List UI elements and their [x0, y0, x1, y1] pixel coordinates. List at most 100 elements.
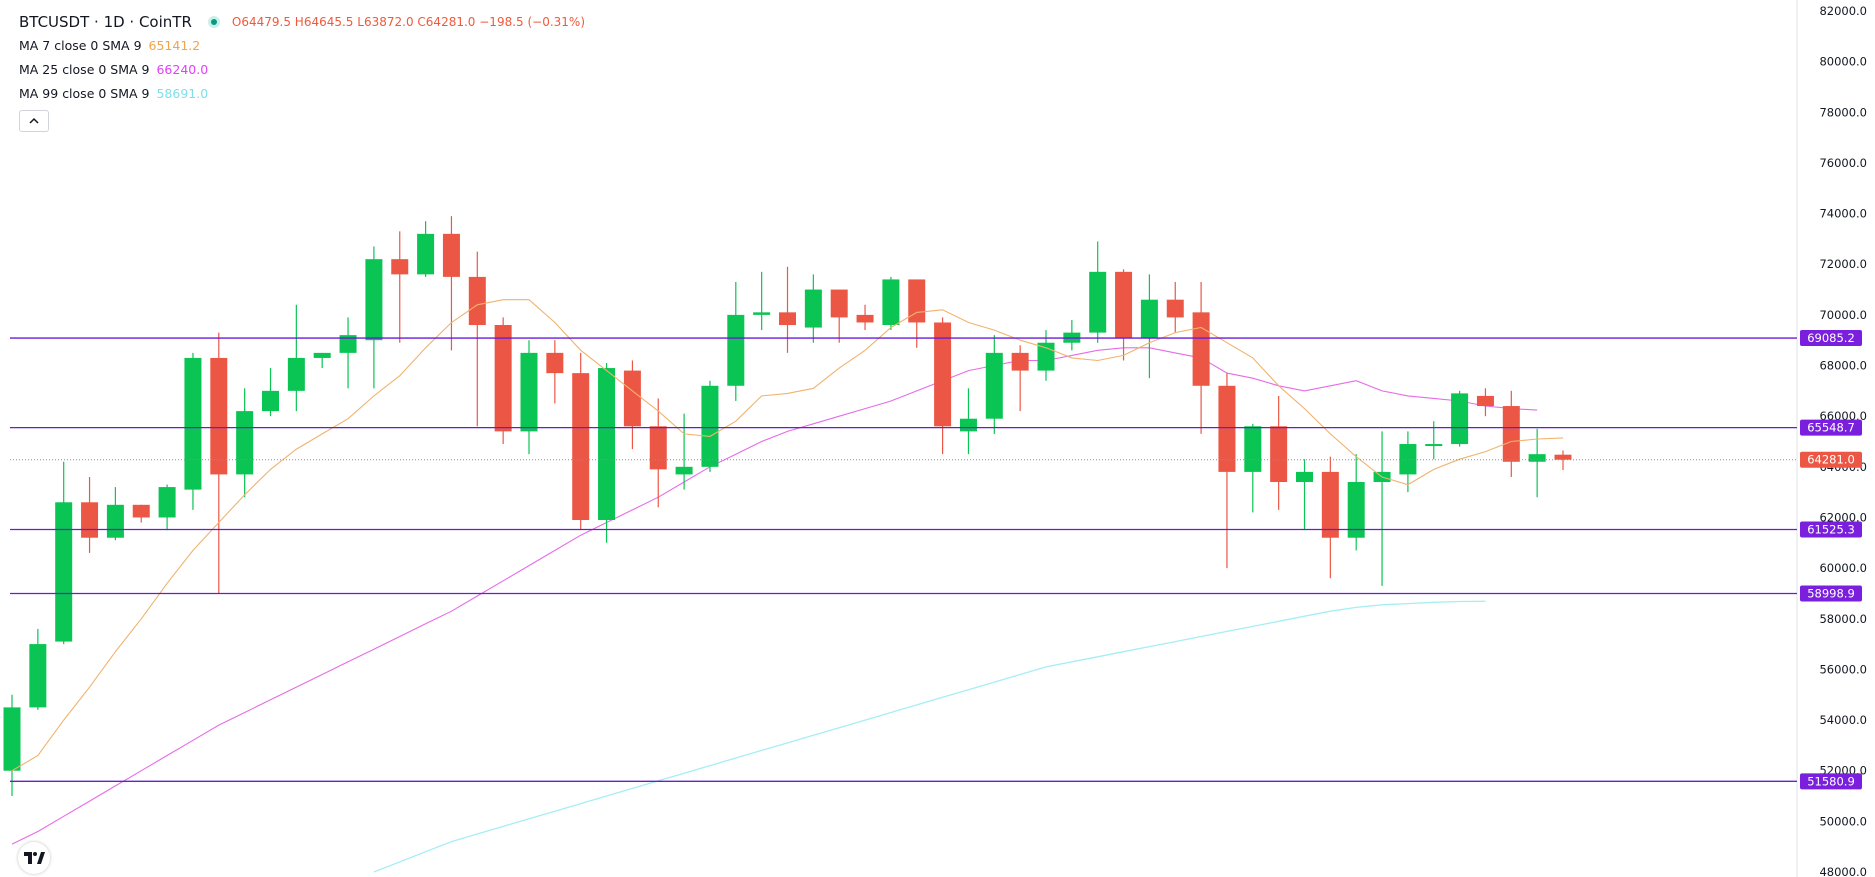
candle-body-up[interactable] [3, 707, 21, 771]
price-axis-tick-label: 58000.0 [1819, 612, 1867, 626]
candle-body-up[interactable] [29, 644, 47, 708]
last-price-tag [1800, 451, 1862, 468]
tradingview-logo-icon[interactable] [18, 842, 50, 874]
candle-body-up[interactable] [1244, 426, 1262, 472]
collapse-legend-button[interactable] [19, 110, 49, 132]
candle-body-up[interactable] [55, 502, 73, 642]
price-axis-tick-label: 68000.0 [1819, 359, 1867, 373]
candle-body-up[interactable] [1528, 454, 1546, 462]
candle-body-down[interactable] [1218, 385, 1236, 472]
candle-body-down[interactable] [1502, 406, 1520, 462]
candle-body-down[interactable] [1115, 271, 1133, 338]
candle-body-up[interactable] [675, 466, 693, 475]
indicator-ma7-value: 65141.2 [148, 38, 201, 53]
candle-body-up[interactable] [701, 385, 719, 467]
high-value: 64645.5 [303, 15, 354, 29]
symbol-row: BTCUSDT · 1D · CoinTR O64479.5 H64645.5 … [19, 10, 585, 34]
candle-body-down[interactable] [391, 259, 409, 275]
price-axis-tick-label: 70000.0 [1819, 308, 1867, 322]
candle-body-up[interactable] [1140, 299, 1158, 338]
candle-body-up[interactable] [313, 352, 331, 358]
candle-body-up[interactable] [1425, 444, 1443, 447]
candle-body-down[interactable] [1166, 299, 1184, 318]
candle-body-up[interactable] [365, 259, 383, 341]
candle-body-up[interactable] [1399, 444, 1417, 475]
candle-body-down[interactable] [1270, 426, 1288, 483]
price-axis[interactable]: 48000.050000.052000.054000.056000.058000… [1819, 4, 1867, 877]
candle-body-down[interactable] [468, 276, 486, 326]
candle-body-down[interactable] [210, 357, 228, 475]
price-axis-tick-label: 74000.0 [1819, 207, 1867, 221]
candle-body-up[interactable] [804, 289, 822, 328]
candle-body-up[interactable] [417, 233, 435, 275]
candle-body-up[interactable] [106, 504, 124, 538]
candle-body-down[interactable] [779, 312, 796, 326]
candle-body-down[interactable] [856, 314, 874, 323]
candle-body-up[interactable] [287, 357, 305, 391]
candle-body-down[interactable] [1192, 312, 1210, 386]
candle-body-up[interactable] [959, 418, 977, 432]
candle-body-down[interactable] [623, 370, 641, 427]
chevron-up-icon [29, 117, 39, 124]
price-axis-tick-label: 54000.0 [1819, 713, 1867, 727]
chart-plot-area[interactable] [0, 0, 1797, 877]
low-value: 63872.0 [363, 15, 414, 29]
close-label: C [417, 15, 426, 29]
price-axis-tick-label: 50000.0 [1819, 814, 1867, 828]
candle-body-down[interactable] [494, 325, 512, 432]
ma7-line [11, 299, 1564, 772]
ma25-line [11, 347, 1538, 845]
level-price-tag [1800, 419, 1862, 436]
chart-legend: BTCUSDT · 1D · CoinTR O64479.5 H64645.5 … [19, 10, 585, 132]
candle-body-down[interactable] [572, 373, 590, 521]
price-axis-tick-label: 62000.0 [1819, 510, 1867, 524]
candle-body-up[interactable] [1037, 342, 1055, 371]
indicator-ma25[interactable]: MA 25 close 0 SMA 9 66240.0 [19, 58, 585, 82]
level-price-tag [1800, 330, 1862, 347]
level-price-tag [1800, 521, 1862, 538]
candle-body-down[interactable] [546, 352, 564, 374]
candle-body-up[interactable] [520, 352, 538, 432]
level-price-label: 69085.2 [1807, 331, 1855, 345]
candle-body-down[interactable] [934, 322, 952, 427]
candle-body-down[interactable] [1011, 352, 1029, 371]
price-axis-tick-label: 48000.0 [1819, 865, 1867, 877]
candle-body-up[interactable] [753, 312, 771, 315]
candle-body-down[interactable] [649, 426, 667, 470]
candle-body-down[interactable] [442, 233, 460, 277]
candle-body-up[interactable] [1296, 471, 1313, 483]
price-axis-tick-label: 56000.0 [1819, 662, 1867, 676]
price-axis-tick-label: 80000.0 [1819, 55, 1867, 69]
candle-body-down[interactable] [1321, 471, 1339, 538]
candle-body-up[interactable] [1451, 393, 1469, 445]
candle-body-up[interactable] [339, 335, 357, 353]
indicator-ma7[interactable]: MA 7 close 0 SMA 9 65141.2 [19, 34, 585, 58]
market-status-icon [207, 16, 220, 28]
candle-body-up[interactable] [882, 279, 900, 326]
symbol-title[interactable]: BTCUSDT · 1D · CoinTR [19, 13, 192, 31]
level-price-label: 51580.9 [1807, 774, 1855, 788]
indicator-ma7-label: MA 7 close 0 SMA 9 [19, 38, 142, 53]
candle-body-up[interactable] [184, 357, 202, 490]
indicator-ma25-value: 66240.0 [156, 62, 209, 77]
price-tags-group: 69085.2 65548.7 61525.3 58998.9 51580.9 64281… [1800, 330, 1862, 790]
indicator-ma99[interactable]: MA 99 close 0 SMA 9 58691.0 [19, 82, 585, 106]
change-value: −198.5 (−0.31%) [479, 15, 586, 29]
candle-body-up[interactable] [1089, 271, 1107, 333]
candle-body-up[interactable] [598, 368, 616, 521]
price-axis-tick-label: 82000.0 [1819, 4, 1867, 18]
candle-body-down[interactable] [132, 504, 150, 518]
candle-body-up[interactable] [236, 411, 254, 475]
candle-body-down[interactable] [1554, 454, 1572, 460]
candle-body-up[interactable] [262, 390, 279, 412]
level-price-tag [1800, 773, 1862, 790]
candle-body-down[interactable] [830, 289, 848, 318]
candle-body-up[interactable] [985, 352, 1003, 419]
candle-body-down[interactable] [81, 502, 99, 538]
price-axis-tick-label: 72000.0 [1819, 257, 1867, 271]
candle-body-down[interactable] [1476, 395, 1494, 407]
candle-body-up[interactable] [727, 314, 745, 386]
candle-body-up[interactable] [158, 487, 176, 518]
candle-body-up[interactable] [1347, 482, 1365, 538]
